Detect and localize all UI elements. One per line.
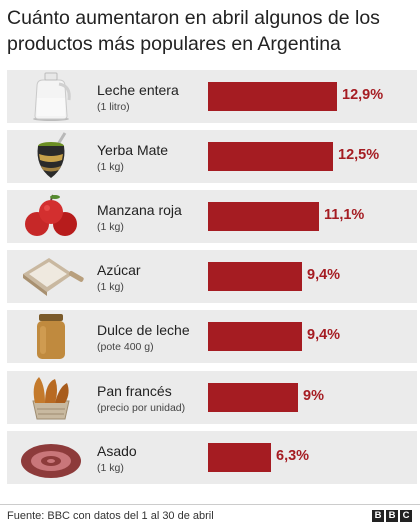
category-unit-label: (pote 400 g)	[97, 341, 154, 353]
chart-title: Cuánto aumentaron en abril algunos de lo…	[7, 7, 380, 55]
asado-sausage-icon	[15, 433, 87, 482]
bar-track: 12,9%	[208, 82, 383, 111]
category-label: Manzana roja	[97, 202, 182, 218]
bar-value-label: 6,3%	[276, 448, 310, 464]
category-unit-label: (1 kg)	[97, 221, 124, 233]
bar-value-label: 9,4%	[307, 327, 341, 343]
bar-value-label: 9,4%	[307, 267, 341, 283]
dulce-de-leche-jar-icon	[15, 312, 87, 361]
bar	[208, 383, 298, 412]
bar-row: Pan francés (precio por unidad) 9%	[7, 371, 417, 424]
bar-row: Asado (1 kg) 6,3%	[7, 431, 417, 484]
bar-track: 6,3%	[208, 443, 348, 472]
bar-row: Dulce de leche (pote 400 g) 9,4%	[7, 310, 417, 363]
bread-basket-icon	[15, 373, 87, 422]
bar	[208, 202, 319, 231]
sugar-scoop-icon	[15, 252, 87, 301]
category-label: Dulce de leche	[97, 322, 190, 338]
bar-value-label: 11,1%	[324, 207, 365, 223]
bar-row: Manzana roja (1 kg) 11,1%	[7, 190, 417, 243]
footer-divider	[0, 504, 420, 505]
milk-jug-icon	[15, 72, 87, 121]
mate-cup-icon	[15, 132, 87, 181]
bar	[208, 443, 271, 472]
bar	[208, 322, 302, 351]
bar-track: 9,4%	[208, 262, 348, 291]
bar	[208, 82, 337, 111]
bar-track: 11,1%	[208, 202, 364, 231]
bar-value-label: 12,9%	[342, 87, 384, 103]
source-note: Fuente: BBC con datos del 1 al 30 de abr…	[7, 510, 214, 522]
bar-row: Leche entera (1 litro) 12,9%	[7, 70, 417, 123]
category-unit-label: (1 kg)	[97, 462, 124, 474]
bar-row: Yerba Mate (1 kg) 12,5%	[7, 130, 417, 183]
category-label: Yerba Mate	[97, 142, 169, 158]
category-unit-label: (precio por unidad)	[97, 402, 186, 414]
bar-value-label: 12,5%	[338, 147, 380, 163]
category-label: Leche entera	[97, 82, 179, 98]
bar-track: 12,5%	[208, 142, 379, 171]
category-unit-label: (1 kg)	[97, 281, 124, 293]
bar-track: 9,4%	[208, 322, 348, 351]
category-label: Azúcar	[97, 262, 141, 278]
category-label: Pan francés	[97, 383, 172, 399]
category-unit-label: (1 litro)	[97, 101, 130, 113]
bar-value-label: 9%	[303, 388, 324, 404]
bar-row: Azúcar (1 kg) 9,4%	[7, 250, 417, 303]
red-apples-icon	[15, 192, 87, 241]
category-unit-label: (1 kg)	[97, 161, 124, 173]
bar-track: 9%	[208, 383, 348, 412]
category-label: Asado	[97, 443, 137, 459]
bar	[208, 262, 302, 291]
bar	[208, 142, 333, 171]
